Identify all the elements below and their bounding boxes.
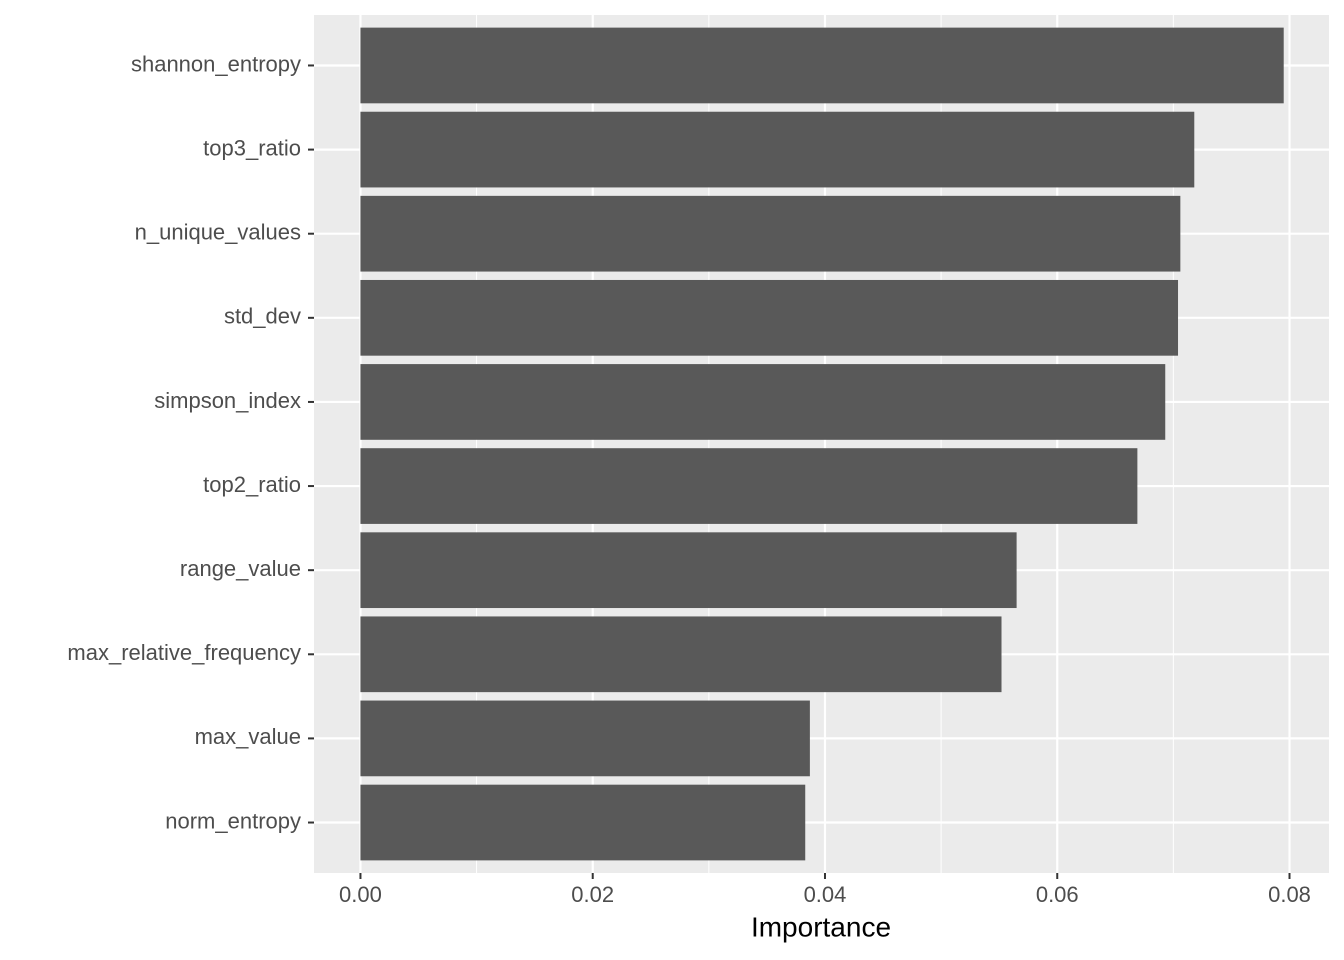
y-tick-label: top3_ratio [203, 135, 301, 160]
x-tick-label: 0.04 [804, 882, 847, 907]
bar [360, 616, 1002, 693]
y-tick-label: std_dev [224, 304, 301, 329]
y-tick-label: simpson_index [154, 388, 301, 413]
y-tick-label: max_relative_frequency [67, 640, 301, 665]
bar [360, 27, 1284, 104]
x-tick-label: 0.08 [1268, 882, 1311, 907]
y-tick-label: top2_ratio [203, 472, 301, 497]
x-tick-label: 0.06 [1036, 882, 1079, 907]
bar [360, 364, 1166, 440]
y-tick-label: shannon_entropy [131, 51, 301, 76]
y-tick-label: range_value [180, 556, 301, 581]
bar [360, 448, 1138, 524]
bar [360, 532, 1017, 609]
bar [360, 279, 1179, 356]
bar [360, 700, 810, 777]
x-tick-label: 0.00 [339, 882, 382, 907]
bar [360, 111, 1195, 188]
y-tick-label: max_value [195, 724, 301, 749]
y-tick-label: n_unique_values [135, 220, 301, 245]
y-tick-label: norm_entropy [165, 808, 301, 833]
bar [360, 195, 1181, 272]
bar [360, 784, 806, 861]
x-axis-title: Importance [751, 911, 891, 942]
x-tick-label: 0.02 [571, 882, 614, 907]
